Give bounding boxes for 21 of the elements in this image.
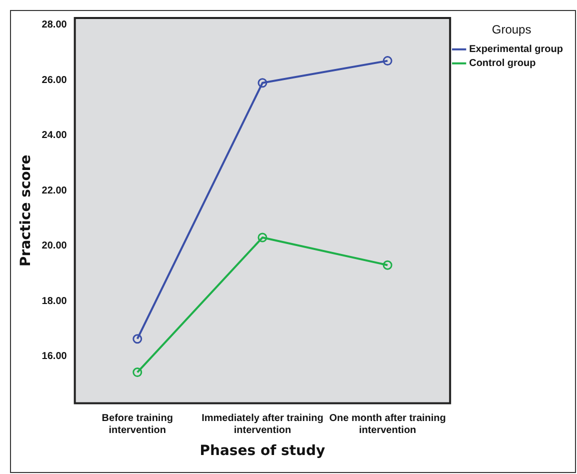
legend-title: Groups — [492, 22, 532, 36]
y-tick-label: 26.00 — [42, 74, 68, 86]
x-tick-label: One month after training intervention — [329, 412, 446, 436]
y-tick-label: 20.00 — [42, 240, 68, 252]
legend-label: Control group — [469, 58, 536, 70]
point — [132, 368, 142, 378]
point — [132, 334, 142, 344]
x-tick-label: Before training intervention — [102, 412, 173, 436]
y-tick-label: 16.00 — [42, 351, 68, 362]
point — [258, 232, 268, 242]
y-tick-label: 28.00 — [42, 20, 68, 31]
point — [382, 260, 392, 270]
y-axis-title: Practice score — [18, 154, 34, 266]
x-axis-title: Phases of study — [200, 443, 326, 460]
point — [382, 56, 392, 66]
y-tick-label: 24.00 — [42, 130, 68, 142]
point — [258, 78, 268, 88]
y-tick-label: 18.00 — [42, 296, 68, 307]
x-tick-label: Immediately after training intervention — [202, 412, 324, 436]
legend-label: Experimental group — [469, 44, 563, 56]
y-tick-label: 22.00 — [42, 185, 68, 196]
